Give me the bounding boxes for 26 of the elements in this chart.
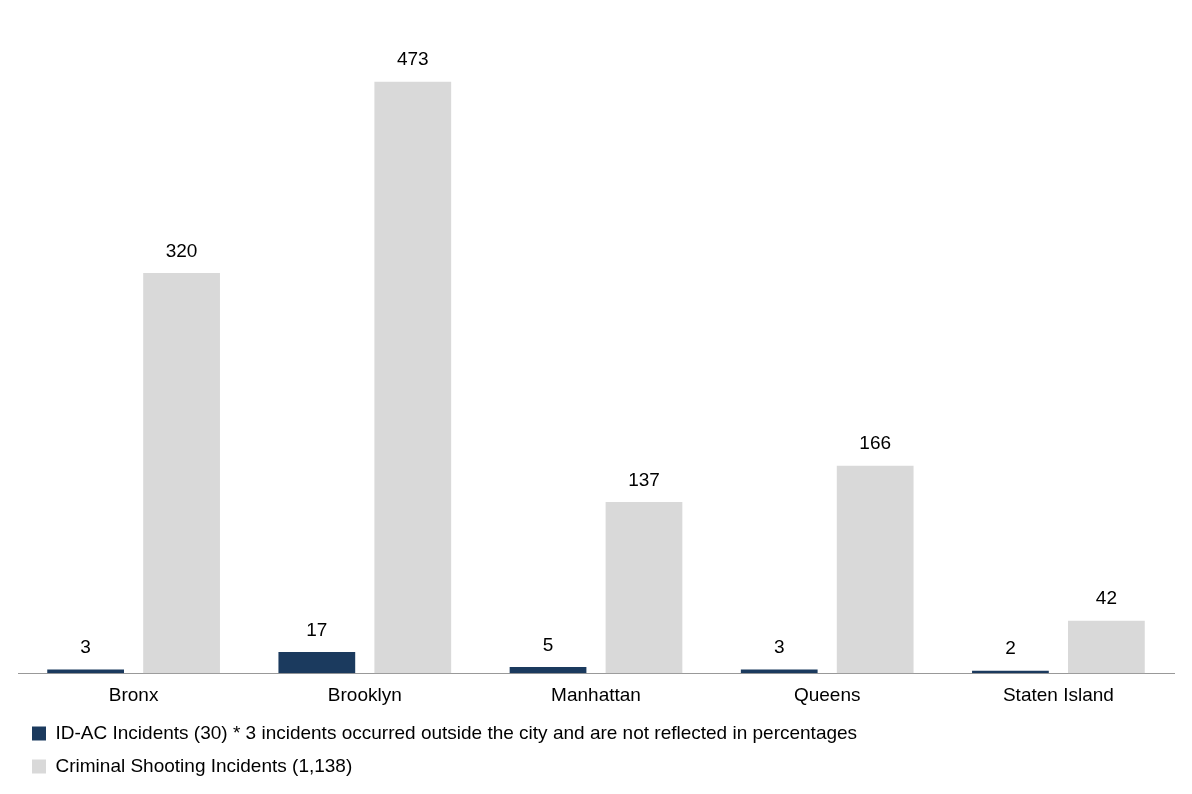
data-label: 3 <box>773 636 785 658</box>
data-label: 137 <box>628 468 660 490</box>
data-label: 473 <box>396 48 429 70</box>
data-label: 42 <box>1095 587 1117 609</box>
data-label: 320 <box>165 239 198 261</box>
bar <box>374 81 452 674</box>
legend-label: Criminal Shooting Incidents (1,138) <box>55 754 353 776</box>
bar <box>278 651 356 674</box>
data-label: 166 <box>859 432 892 454</box>
bar <box>836 465 914 674</box>
x-tick-label: Bronx <box>108 683 159 705</box>
bar <box>740 669 818 674</box>
x-tick-label: Staten Island <box>1002 683 1114 705</box>
bar <box>1067 620 1145 674</box>
data-label: 3 <box>80 636 91 658</box>
data-label: 17 <box>306 618 328 640</box>
bar <box>509 666 587 674</box>
data-label: 5 <box>542 633 554 655</box>
x-tick-label: Brooklyn <box>327 683 402 705</box>
bar <box>143 273 220 674</box>
bar <box>605 501 683 674</box>
x-tick-label: Manhattan <box>551 683 641 705</box>
x-tick-label: Queens <box>793 683 861 705</box>
bar <box>47 669 125 674</box>
legend-label: ID-AC Incidents (30) * 3 incidents occurred outside the city and are not reflected in percentages <box>55 721 858 743</box>
data-label: 2 <box>1005 637 1016 659</box>
